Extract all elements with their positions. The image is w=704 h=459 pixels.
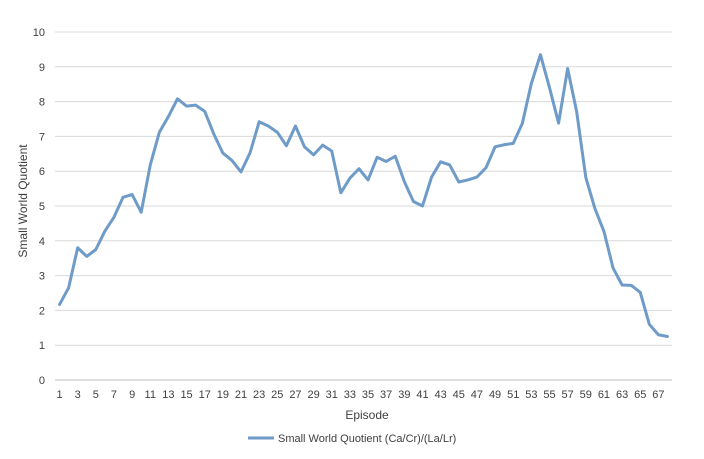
- y-tick-label: 8: [39, 97, 45, 109]
- y-tick-label: 2: [39, 305, 45, 317]
- x-tick-label: 23: [253, 389, 265, 401]
- series-line: [58, 53, 669, 338]
- x-tick-label: 45: [453, 389, 465, 401]
- y-tick-label: 1: [39, 340, 45, 352]
- y-axis-ticks: 0 1 2 3 4 5 6 7 8 9 10: [33, 27, 45, 387]
- y-tick-label: 0: [39, 375, 45, 387]
- y-tick-label: 10: [33, 27, 45, 39]
- x-tick-label: 9: [129, 389, 135, 401]
- x-tick-label: 17: [199, 389, 211, 401]
- x-tick-label: 43: [435, 389, 447, 401]
- x-tick-label: 19: [217, 389, 229, 401]
- x-tick-label: 59: [580, 389, 592, 401]
- y-tick-label: 3: [39, 271, 45, 283]
- x-tick-label: 61: [598, 389, 610, 401]
- x-axis-ticks: 1 3 5 7 9 11 13 15 17 19 21 23 25 27 29 31 33 35 37 39 41 43 4…: [56, 389, 664, 401]
- x-tick-label: 41: [416, 389, 428, 401]
- x-tick-label: 65: [634, 389, 646, 401]
- x-tick-label: 47: [471, 389, 483, 401]
- x-tick-label: 51: [507, 389, 519, 401]
- x-tick-label: 1: [56, 389, 62, 401]
- x-tick-label: 57: [562, 389, 574, 401]
- x-tick-label: 21: [235, 389, 247, 401]
- x-tick-label: 55: [543, 389, 555, 401]
- x-tick-label: 29: [307, 389, 319, 401]
- gridlines: [55, 31, 672, 346]
- x-tick-label: 53: [525, 389, 537, 401]
- x-axis-title: Episode: [345, 408, 389, 422]
- x-tick-label: 5: [93, 389, 99, 401]
- y-tick-label: 7: [39, 131, 45, 143]
- x-tick-label: 13: [162, 389, 174, 401]
- x-tick-label: 7: [111, 389, 117, 401]
- x-tick-label: 25: [271, 389, 283, 401]
- legend: Small World Quotient (Ca/Cr)/(La/Lr): [248, 433, 456, 445]
- y-tick-label: 5: [39, 201, 45, 213]
- x-tick-label: 15: [180, 389, 192, 401]
- series-group: [58, 53, 669, 338]
- x-tick-label: 67: [652, 389, 664, 401]
- x-tick-label: 33: [344, 389, 356, 401]
- x-tick-label: 3: [75, 389, 81, 401]
- x-tick-label: 63: [616, 389, 628, 401]
- x-tick-label: 39: [398, 389, 410, 401]
- x-tick-label: 31: [326, 389, 338, 401]
- x-tick-label: 37: [380, 389, 392, 401]
- x-tick-label: 11: [145, 389, 156, 401]
- x-tick-label: 35: [362, 389, 374, 401]
- y-tick-label: 9: [39, 62, 45, 74]
- x-tick-label: 27: [289, 389, 301, 401]
- y-axis-title: Small World Quotient: [16, 144, 30, 258]
- legend-label: Small World Quotient (Ca/Cr)/(La/Lr): [278, 433, 456, 445]
- y-tick-label: 4: [39, 236, 45, 248]
- x-tick-label: 49: [489, 389, 501, 401]
- y-tick-label: 6: [39, 166, 45, 178]
